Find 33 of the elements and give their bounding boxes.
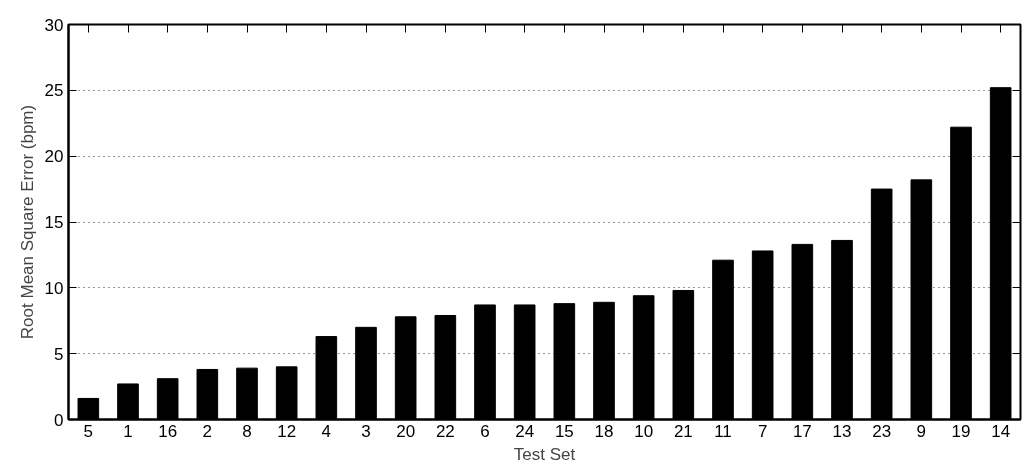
x-axis-title: Test Set xyxy=(513,444,576,464)
x-tick-label: 20 xyxy=(396,421,416,441)
x-tick-label: 13 xyxy=(832,421,852,441)
x-tick-label: 3 xyxy=(361,421,371,441)
x-tick-label: 23 xyxy=(872,421,892,441)
x-tick-label: 6 xyxy=(480,421,490,441)
x-tick-label: 17 xyxy=(792,421,812,441)
y-tick-label: 30 xyxy=(44,15,64,35)
x-tick-label: 24 xyxy=(515,421,535,441)
x-tick-label: 9 xyxy=(916,421,927,441)
x-tick-label: 4 xyxy=(321,421,332,441)
x-tick-label: 2 xyxy=(202,421,213,441)
x-tick-label: 5 xyxy=(83,421,94,441)
x-tick-label: 12 xyxy=(277,421,297,441)
y-tick-label: 20 xyxy=(44,147,64,167)
y-tick-label: 5 xyxy=(54,344,64,364)
x-tick-label: 14 xyxy=(991,421,1011,441)
x-tick-label: 1 xyxy=(123,421,133,441)
x-tick-label: 11 xyxy=(714,421,732,441)
x-tick-label: 18 xyxy=(594,421,614,441)
y-axis-title: Root Mean Square Error (bpm) xyxy=(17,104,37,340)
x-tick-label: 19 xyxy=(951,421,971,441)
x-tick-label: 8 xyxy=(242,421,252,441)
x-tick-label: 22 xyxy=(435,421,455,441)
x-tick-label: 21 xyxy=(673,421,693,441)
y-tick-label: 10 xyxy=(44,278,64,298)
y-tick-label: 25 xyxy=(44,81,64,101)
y-tick-label: 0 xyxy=(54,410,64,430)
x-tick-label: 16 xyxy=(158,421,178,441)
x-tick-label: 15 xyxy=(554,421,574,441)
y-tick-label: 15 xyxy=(44,213,64,232)
x-tick-label: 7 xyxy=(757,421,768,441)
x-tick-label: 10 xyxy=(634,421,654,441)
